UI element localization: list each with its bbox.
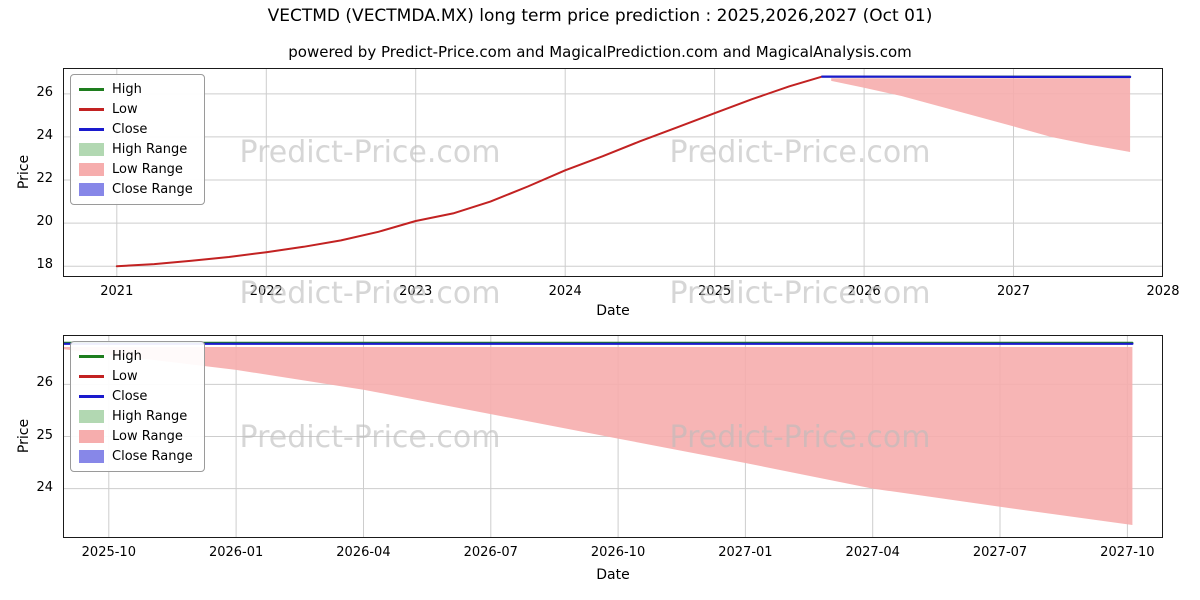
legend-line-swatch [79,88,104,91]
legend-label: High [112,349,142,364]
legend-item-low-range: Low Range [79,161,193,178]
y-tick-label: 26 [36,375,53,391]
y-tick-label: 25 [36,427,53,443]
price-history-chart: High Low Close High Range Low Range Close Ran… [63,68,1163,277]
prediction-zoom-canvas [63,335,1163,538]
legend-item-close: Close [79,388,193,405]
legend-item-low: Low [79,101,193,118]
chart-subtitle: powered by Predict-Price.com and Magical… [288,43,912,61]
legend-patch-swatch [79,163,104,176]
legend-label: High Range [112,142,188,157]
page-title: VECTMD (VECTMDA.MX) long term price pred… [267,6,933,26]
x-tick-label: 2026 [847,284,881,299]
legend-item-high: High [79,81,193,98]
legend-item-close-range: Close Range [79,448,193,465]
legend-line-swatch [79,395,104,398]
y-tick-label: 22 [36,171,53,187]
legend-label: High Range [112,409,188,424]
plot-border [63,68,1163,277]
legend-line-swatch [79,128,104,131]
x-tick-label: 2022 [249,284,283,299]
legend-item-low: Low [79,368,193,385]
legend-patch-swatch [79,183,104,196]
legend-label: Low [112,369,138,384]
x-tick-label: 2026-10 [590,545,646,560]
x-tick-label: 2023 [399,284,433,299]
legend-label: Low Range [112,429,183,444]
legend-patch-swatch [79,143,104,156]
x-tick-label: 2027 [996,284,1031,299]
legend-label: Close [112,122,148,137]
y-tick-label: 18 [36,257,53,273]
legend-patch-swatch [79,450,104,463]
x-tick-label: 2025-10 [81,545,136,560]
y-tick-label: 24 [36,479,53,495]
legend-line-swatch [79,355,104,358]
x-tick-label: 2024 [548,284,582,299]
y-tick-label: 24 [36,127,53,143]
legend-line-swatch [79,108,104,111]
price-history-canvas [63,68,1163,277]
series-low [115,75,824,268]
legend-label: Low Range [112,162,183,177]
legend-patch-swatch [79,410,104,423]
legend-label: Close Range [112,182,193,197]
y-tick-label: 20 [36,214,53,230]
legend-label: Low [112,102,138,117]
x-tick-label: 2028 [1146,284,1180,299]
y-tick-label: 26 [36,84,53,100]
watermark: Predict-Price.com [669,420,931,455]
legend-item-high-range: High Range [79,141,193,158]
watermark: Predict-Price.com [239,135,501,170]
legend-item-high: High [79,348,193,365]
watermark: Predict-Price.com [669,276,931,311]
x-tick-label: 2027-04 [845,545,900,560]
legend-label: Close Range [112,449,193,464]
legend-item-high-range: High Range [79,408,193,425]
bottom-chart-xlabel: Date [596,567,630,583]
top-chart-xlabel: Date [596,303,630,319]
legend-item-close-range: Close Range [79,181,193,198]
top-chart-legend: High Low Close High Range Low Range Close Ran… [70,74,205,205]
plot-border [63,335,1163,538]
area-low-range [63,347,1133,525]
watermark: Predict-Price.com [669,135,931,170]
x-tick-label: 2026-04 [336,545,391,560]
watermark: Predict-Price.com [239,276,501,311]
legend-label: Close [112,389,148,404]
legend-label: High [112,82,142,97]
legend-patch-swatch [79,430,104,443]
prediction-zoom-chart: High Low Close High Range Low Range Close Ran… [63,335,1163,538]
watermark: Predict-Price.com [239,420,501,455]
legend-item-close: Close [79,121,193,138]
legend-line-swatch [79,375,104,378]
x-tick-label: 2027-07 [972,545,1028,560]
x-tick-label: 2021 [100,284,134,299]
legend-item-low-range: Low Range [79,428,193,445]
x-tick-label: 2027-10 [1100,545,1155,560]
x-tick-label: 2026-01 [208,545,264,560]
x-tick-label: 2025 [698,284,732,299]
x-tick-label: 2027-01 [718,545,773,560]
area-low-range [831,78,1131,152]
x-tick-label: 2026-07 [463,545,518,560]
bottom-chart-legend: High Low Close High Range Low Range Close Ran… [70,341,205,472]
